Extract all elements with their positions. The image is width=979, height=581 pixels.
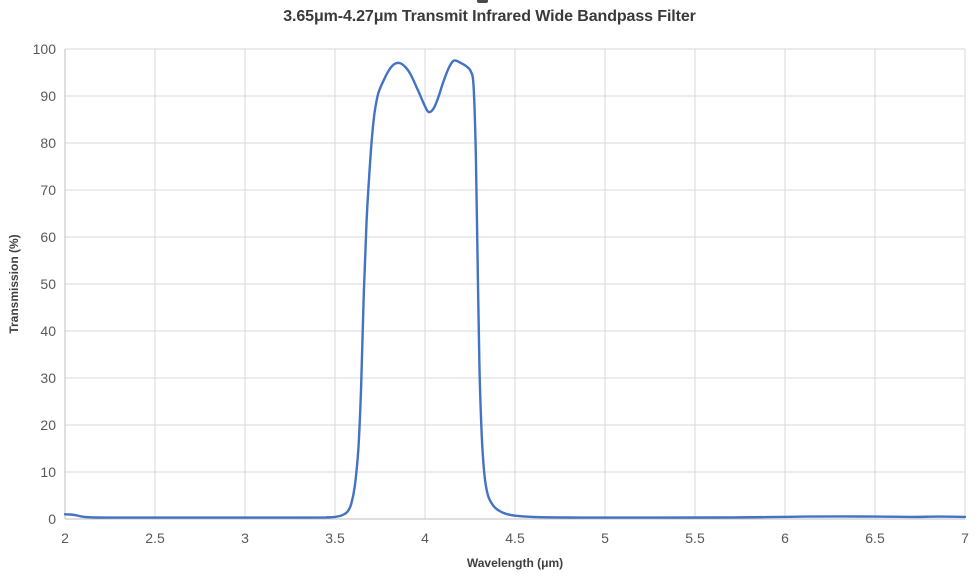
x-tick-label: 6.5 [865, 530, 885, 546]
y-tick-label: 10 [40, 464, 56, 480]
y-tick-label: 40 [40, 323, 56, 339]
x-tick-label: 2 [61, 530, 69, 546]
y-tick-label: 80 [40, 135, 56, 151]
x-tick-label: 2.5 [145, 530, 165, 546]
x-tick-label: 5 [601, 530, 609, 546]
y-tick-label: 90 [40, 88, 56, 104]
y-tick-label: 20 [40, 417, 56, 433]
x-tick-label: 3 [241, 530, 249, 546]
y-tick-label: 60 [40, 229, 56, 245]
y-tick-label: 30 [40, 370, 56, 386]
transmission-curve [63, 59, 967, 519]
x-tick-label: 7 [961, 530, 969, 546]
x-axis-title: Wavelength (μm) [466, 556, 564, 570]
chart-title: 3.65μm-4.27μm Transmit Infrared Wide Ban… [283, 8, 696, 25]
x-tick-label: 4 [421, 530, 429, 546]
y-tick-label: 0 [48, 511, 56, 527]
y-tick-label: 100 [33, 41, 57, 57]
y-axis-title: Transmission (%) [7, 234, 21, 334]
x-tick-label: 6 [781, 530, 789, 546]
x-tick-label: 4.5 [505, 530, 525, 546]
y-tick-label: 70 [40, 182, 56, 198]
x-tick-label: 3.5 [325, 530, 345, 546]
x-tick-label: 5.5 [685, 530, 705, 546]
y-tick-label: 50 [40, 276, 56, 292]
cropped-text-artifact [477, 0, 488, 3]
